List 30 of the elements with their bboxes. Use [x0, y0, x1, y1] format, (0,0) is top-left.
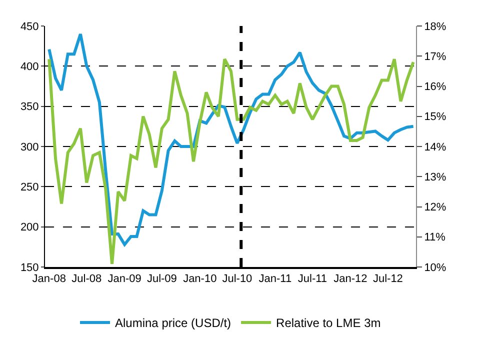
y-tick-label: 300: [20, 141, 39, 154]
x-tick-label: Jan-08: [32, 272, 66, 285]
y-tick-label: 450: [20, 20, 39, 33]
y-tick-label: 200: [20, 222, 39, 234]
x-tick-label: Jul-12: [372, 272, 403, 285]
y-tick-label: 150: [20, 262, 39, 274]
y2-tick-label: 17%: [424, 50, 446, 63]
y-tick-label: 250: [20, 182, 39, 194]
line-series: [48, 32, 415, 246]
x-tick-label: Jan-10: [183, 272, 217, 285]
x-tick-label: Jan-11: [258, 272, 292, 285]
y-tick-label: 350: [20, 101, 39, 114]
y2-tick-label: 11%: [424, 232, 446, 244]
x-tick-label: Jan-12: [334, 272, 368, 285]
x-tick-label: Jul-09: [146, 272, 177, 285]
x-tick-label: Jul-10: [222, 272, 252, 285]
y2-tick-label: 16%: [424, 81, 446, 94]
y2-tick-label: 13%: [424, 171, 446, 184]
legend-label: Relative to LME 3m: [276, 316, 381, 330]
x-tick-label: Jul-11: [298, 272, 328, 285]
x-tick-label: Jul-08: [72, 272, 102, 285]
y2-tick-label: 12%: [424, 202, 446, 214]
y2-tick-label: 14%: [424, 141, 446, 154]
line-series: [48, 58, 415, 266]
x-tick-label: Jan-09: [108, 272, 142, 285]
legend-label: Alumina price (USD/t): [115, 316, 232, 330]
y2-tick-label: 15%: [424, 111, 446, 124]
y2-tick-label: 18%: [424, 20, 446, 33]
y-tick-label: 400: [20, 61, 39, 74]
y2-tick-label: 10%: [424, 262, 446, 274]
